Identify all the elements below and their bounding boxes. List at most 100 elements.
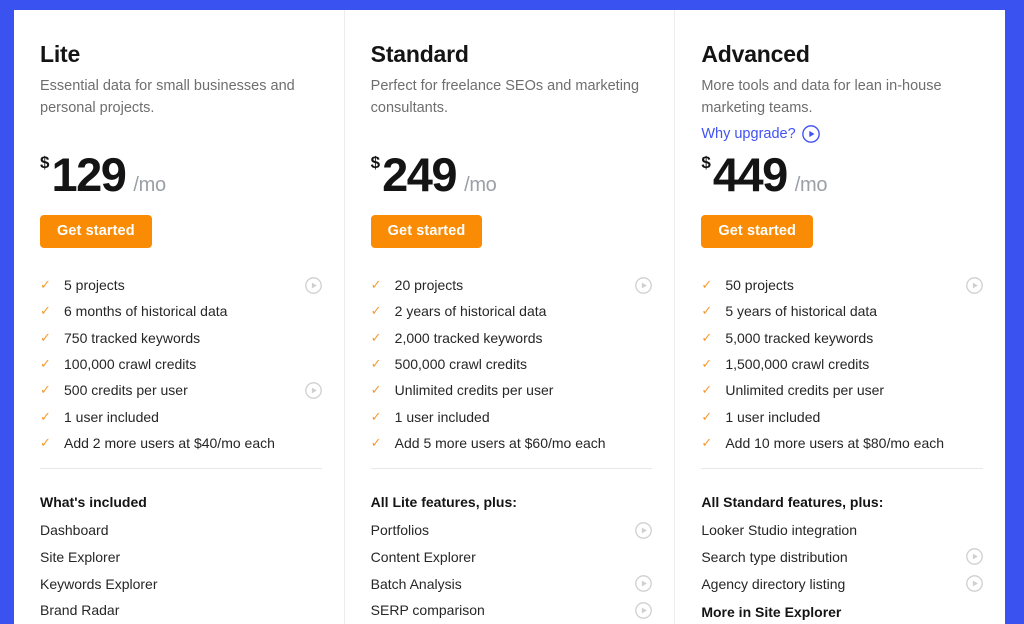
why-upgrade-link[interactable]: Why upgrade?	[701, 124, 820, 143]
list-item: Content Explorer	[371, 544, 653, 571]
feature-label: 2,000 tracked keywords	[394, 329, 543, 346]
check-icon: ✓	[40, 356, 51, 372]
video-play-icon[interactable]	[304, 276, 322, 294]
feature-label: Add 5 more users at $60/mo each	[394, 434, 606, 451]
check-icon: ✓	[701, 303, 713, 319]
included-heading: All Standard features, plus:	[701, 494, 884, 511]
list-item-label: Agency directory listing	[701, 575, 846, 592]
video-play-icon[interactable]	[635, 575, 653, 592]
list-item: Keywords Explorer	[40, 570, 322, 597]
list-item: Dashboard	[40, 517, 322, 544]
video-play-icon[interactable]	[635, 522, 653, 539]
plan-title: Lite	[40, 41, 81, 67]
check-icon: ✓	[701, 277, 713, 293]
feature-label: 5,000 tracked keywords	[725, 329, 874, 346]
check-icon: ✓	[40, 382, 51, 398]
feature-label: Add 2 more users at $40/mo each	[64, 434, 275, 451]
plan-title: Advanced	[701, 41, 810, 67]
list-item-label: Brand Radar	[40, 602, 120, 619]
feature-row: ✓ 50 projects	[701, 272, 983, 298]
feature-list: ✓ 20 projects ✓ 2 years of historical da…	[371, 272, 653, 456]
list-item-label: Looker Studio integration	[701, 522, 858, 539]
video-play-icon[interactable]	[966, 575, 983, 592]
check-icon: ✓	[40, 408, 51, 424]
feature-list: ✓ 5 projects ✓ 6 months of historical da…	[40, 272, 322, 456]
list-item-label: Search type distribution	[701, 548, 848, 565]
feature-label: 1 user included	[725, 408, 821, 425]
list-item: Site Explorer	[40, 544, 322, 571]
list-item-label: Dashboard	[40, 522, 109, 539]
get-started-button[interactable]: Get started	[370, 215, 483, 248]
feature-row: ✓ Unlimited credits per user	[371, 377, 653, 403]
feature-row: ✓ 6 months of historical data	[40, 298, 322, 324]
list-item: Portfolios	[371, 517, 653, 544]
list-item-label: Portfolios	[370, 522, 430, 539]
feature-label: 100,000 crawl credits	[64, 356, 197, 373]
feature-row: ✓ 1 user included	[371, 403, 653, 429]
price-amount: 249	[382, 148, 457, 201]
check-icon: ✓	[40, 329, 51, 345]
feature-label: 500,000 crawl credits	[394, 356, 527, 373]
list-item-label: Content Explorer	[370, 548, 476, 565]
feature-label: 5 projects	[64, 277, 125, 294]
plan-title: Standard	[370, 41, 469, 67]
feature-row: ✓ Add 5 more users at $60/mo each	[371, 430, 653, 456]
video-play-icon[interactable]	[635, 276, 653, 294]
feature-row: ✓ Add 2 more users at $40/mo each	[40, 430, 322, 456]
list-item: SERP comparison	[371, 597, 653, 624]
price-currency: $	[40, 153, 50, 172]
video-play-icon[interactable]	[635, 601, 653, 619]
feature-row: ✓ 1 user included	[40, 403, 322, 429]
video-play-icon[interactable]	[304, 381, 322, 399]
list-item-label: SERP comparison	[370, 602, 485, 619]
check-icon: ✓	[370, 434, 382, 450]
price: $ 129 /mo	[40, 151, 322, 200]
get-started-button[interactable]: Get started	[701, 215, 813, 248]
check-icon: ✓	[40, 303, 51, 319]
price-currency: $	[370, 153, 381, 172]
included-list: Dashboard Site Explorer Keywords Explore…	[40, 517, 322, 623]
check-icon: ✓	[370, 382, 382, 398]
feature-row: ✓ 1,500,000 crawl credits	[701, 351, 983, 377]
list-item-label: Site Explorer	[40, 548, 121, 565]
feature-row: ✓ 2,000 tracked keywords	[371, 325, 653, 351]
feature-row: ✓ 20 projects	[371, 272, 653, 298]
feature-row: ✓ 5 projects	[40, 272, 322, 298]
feature-label: 2 years of historical data	[394, 303, 547, 320]
feature-list: ✓ 50 projects ✓ 5 years of historical da…	[701, 272, 983, 456]
check-icon: ✓	[370, 356, 382, 372]
price-currency: $	[701, 153, 711, 172]
plan-head: Standard Perfect for freelance SEOs and …	[370, 41, 653, 152]
included-list: Portfolios Content Explorer Batch Analys…	[371, 517, 653, 623]
video-play-icon	[801, 124, 820, 143]
why-upgrade-label: Why upgrade?	[701, 125, 796, 142]
feature-label: 6 months of historical data	[64, 303, 228, 320]
included-list: Looker Studio integration Search type di…	[701, 517, 983, 597]
feature-row: ✓ Add 10 more users at $80/mo each	[701, 430, 983, 456]
plan-description: Essential data for small businesses and …	[40, 78, 295, 117]
check-icon: ✓	[701, 329, 713, 345]
check-icon: ✓	[370, 303, 382, 319]
pricing-card: Lite Essential data for small businesses…	[14, 10, 1005, 624]
feature-row: ✓ 750 tracked keywords	[40, 325, 322, 351]
check-icon: ✓	[40, 277, 51, 293]
get-started-button[interactable]: Get started	[40, 215, 152, 248]
check-icon: ✓	[370, 408, 382, 424]
feature-row: ✓ 500 credits per user	[40, 377, 322, 403]
feature-row: ✓ Unlimited credits per user	[701, 377, 983, 403]
price-amount: 449	[712, 148, 788, 201]
check-icon: ✓	[701, 356, 713, 372]
list-item: Brand Radar	[40, 597, 322, 624]
check-icon: ✓	[370, 329, 382, 345]
video-play-icon[interactable]	[966, 548, 983, 566]
feature-label: 5 years of historical data	[725, 303, 878, 320]
list-item: Search type distribution	[701, 544, 983, 571]
included-heading: What's included	[40, 494, 147, 511]
video-play-icon[interactable]	[966, 276, 983, 294]
feature-label: Add 10 more users at $80/mo each	[725, 434, 945, 451]
feature-row: ✓ 500,000 crawl credits	[371, 351, 653, 377]
check-icon: ✓	[701, 408, 713, 424]
price-period: /mo	[464, 174, 497, 196]
included-heading: All Lite features, plus:	[370, 494, 517, 511]
plan-description: More tools and data for lean in-house ma…	[701, 78, 942, 117]
